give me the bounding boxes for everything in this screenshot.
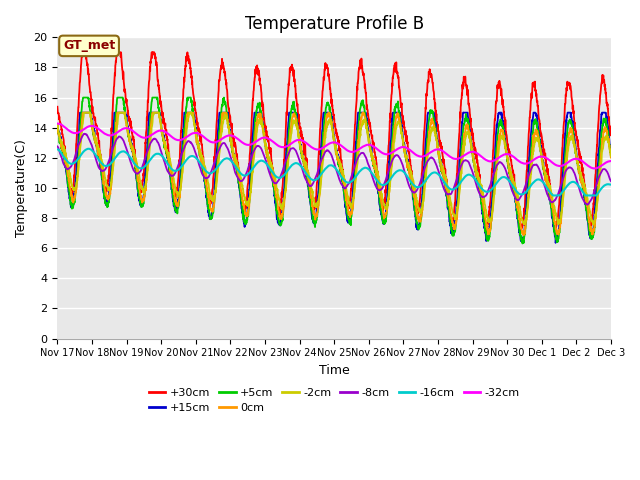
+5cm — [228, 149, 236, 155]
-16cm — [54, 146, 61, 152]
-8cm — [501, 165, 509, 171]
+30cm — [607, 132, 614, 138]
-8cm — [607, 178, 614, 184]
-2cm — [54, 122, 61, 128]
-32cm — [228, 133, 236, 139]
+5cm — [501, 139, 509, 144]
0cm — [520, 232, 527, 238]
-2cm — [600, 142, 607, 148]
+5cm — [367, 154, 375, 159]
-32cm — [54, 120, 61, 126]
-2cm — [80, 110, 88, 116]
-32cm — [367, 143, 375, 148]
-16cm — [84, 146, 92, 152]
+30cm — [109, 101, 116, 107]
Line: +30cm: +30cm — [58, 52, 611, 230]
+5cm — [109, 155, 116, 160]
0cm — [109, 161, 116, 167]
0cm — [501, 142, 509, 148]
-16cm — [532, 177, 540, 183]
-32cm — [532, 156, 540, 161]
+15cm — [501, 137, 509, 143]
Legend: +30cm, +15cm, +5cm, 0cm, -2cm, -8cm, -16cm, -32cm: +30cm, +15cm, +5cm, 0cm, -2cm, -8cm, -16… — [144, 383, 524, 418]
+30cm — [367, 133, 375, 139]
0cm — [54, 121, 61, 127]
Y-axis label: Temperature(C): Temperature(C) — [15, 139, 28, 237]
-2cm — [228, 144, 236, 150]
-16cm — [109, 158, 116, 164]
+15cm — [109, 135, 116, 141]
0cm — [600, 129, 607, 135]
X-axis label: Time: Time — [319, 364, 349, 377]
Title: Temperature Profile B: Temperature Profile B — [244, 15, 424, 33]
-2cm — [589, 222, 597, 228]
Line: -32cm: -32cm — [58, 123, 611, 168]
+15cm — [54, 121, 61, 127]
+15cm — [532, 111, 540, 117]
-8cm — [600, 166, 607, 172]
-16cm — [228, 159, 236, 165]
0cm — [79, 110, 86, 116]
-2cm — [607, 153, 614, 159]
+30cm — [532, 91, 540, 96]
-8cm — [532, 162, 540, 168]
Line: 0cm: 0cm — [58, 113, 611, 235]
-2cm — [501, 142, 509, 148]
+30cm — [54, 104, 61, 109]
+15cm — [607, 149, 614, 155]
0cm — [607, 155, 614, 160]
-16cm — [501, 174, 509, 180]
Text: GT_met: GT_met — [63, 39, 115, 52]
-8cm — [109, 145, 116, 151]
-16cm — [549, 192, 557, 198]
-8cm — [584, 202, 591, 207]
0cm — [228, 147, 236, 153]
+5cm — [79, 95, 87, 100]
-16cm — [607, 182, 614, 188]
+5cm — [518, 240, 526, 246]
-32cm — [501, 152, 509, 157]
+15cm — [600, 110, 607, 116]
-32cm — [599, 161, 607, 167]
Line: +5cm: +5cm — [58, 97, 611, 243]
0cm — [367, 150, 375, 156]
-2cm — [109, 168, 116, 173]
+30cm — [600, 72, 607, 78]
-8cm — [228, 159, 236, 165]
+30cm — [79, 49, 87, 55]
-16cm — [367, 170, 375, 176]
+15cm — [228, 149, 236, 155]
0cm — [532, 128, 540, 133]
+5cm — [607, 153, 614, 158]
+15cm — [552, 240, 559, 246]
+5cm — [532, 119, 540, 124]
-32cm — [590, 166, 598, 171]
+30cm — [228, 131, 236, 136]
-16cm — [600, 183, 607, 189]
-8cm — [81, 131, 88, 137]
+30cm — [501, 118, 509, 124]
+30cm — [517, 228, 525, 233]
Line: -8cm: -8cm — [58, 134, 611, 204]
Line: +15cm: +15cm — [58, 113, 611, 243]
Line: -16cm: -16cm — [58, 149, 611, 195]
Line: -2cm: -2cm — [58, 113, 611, 225]
+15cm — [76, 110, 84, 116]
+5cm — [600, 116, 607, 122]
+15cm — [367, 144, 375, 150]
-2cm — [367, 152, 375, 158]
-32cm — [607, 158, 614, 164]
+5cm — [54, 123, 61, 129]
-32cm — [109, 132, 116, 138]
-8cm — [54, 144, 61, 149]
-2cm — [532, 136, 540, 142]
-8cm — [367, 171, 375, 177]
